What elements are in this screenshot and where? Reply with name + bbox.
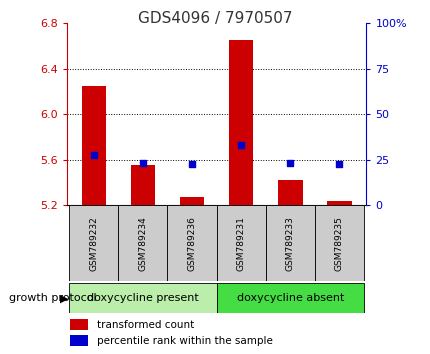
Text: GSM789234: GSM789234 bbox=[138, 216, 147, 271]
Text: doxycycline absent: doxycycline absent bbox=[236, 293, 343, 303]
Bar bbox=[81, 86, 106, 205]
Text: growth protocol: growth protocol bbox=[9, 293, 96, 303]
Point bbox=[90, 152, 97, 158]
Text: transformed count: transformed count bbox=[96, 320, 194, 330]
Text: ▶: ▶ bbox=[59, 293, 68, 303]
Bar bbox=[118, 205, 167, 281]
Bar bbox=[69, 283, 216, 313]
Bar bbox=[216, 205, 265, 281]
Text: doxycycline present: doxycycline present bbox=[87, 293, 198, 303]
Bar bbox=[70, 335, 88, 346]
Text: percentile rank within the sample: percentile rank within the sample bbox=[96, 336, 272, 346]
Bar bbox=[69, 205, 118, 281]
Point bbox=[286, 160, 293, 165]
Text: GSM789232: GSM789232 bbox=[89, 216, 98, 271]
Text: GSM789233: GSM789233 bbox=[285, 216, 294, 271]
Bar bbox=[70, 319, 88, 330]
Bar bbox=[314, 205, 363, 281]
Point bbox=[335, 161, 342, 167]
Bar bbox=[167, 205, 216, 281]
Text: GSM789231: GSM789231 bbox=[236, 216, 245, 271]
Bar bbox=[216, 283, 363, 313]
Text: GSM789235: GSM789235 bbox=[334, 216, 343, 271]
Bar bbox=[130, 165, 155, 205]
Bar bbox=[277, 180, 302, 205]
Bar bbox=[228, 40, 253, 205]
Point bbox=[139, 160, 146, 166]
Bar bbox=[265, 205, 314, 281]
Bar bbox=[179, 197, 204, 205]
Point bbox=[188, 161, 195, 167]
Text: GDS4096 / 7970507: GDS4096 / 7970507 bbox=[138, 11, 292, 25]
Point bbox=[237, 142, 244, 148]
Text: GSM789236: GSM789236 bbox=[187, 216, 196, 271]
Bar bbox=[326, 201, 351, 205]
